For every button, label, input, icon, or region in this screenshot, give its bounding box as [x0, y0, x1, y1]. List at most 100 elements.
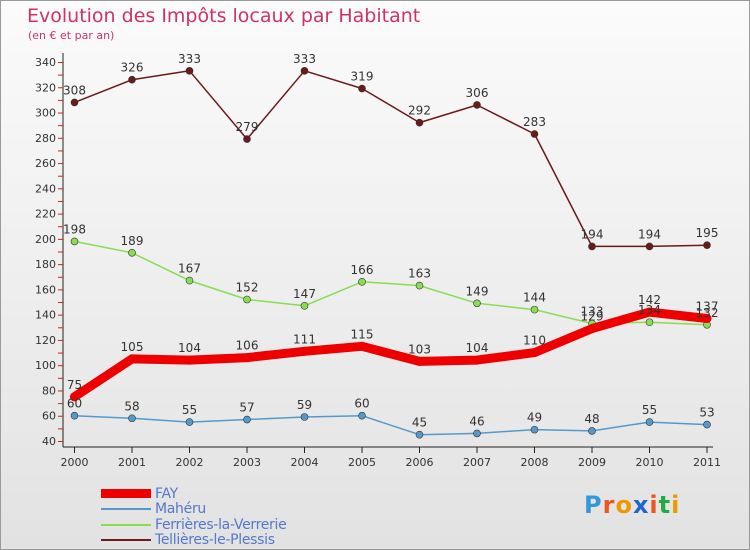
x-tick-label: 2005 — [348, 456, 376, 469]
data-label: 49 — [527, 411, 542, 425]
data-label: 149 — [466, 284, 489, 298]
data-point — [243, 295, 251, 304]
data-label: 195 — [696, 226, 719, 240]
legend-swatch — [101, 508, 151, 511]
data-label: 279 — [236, 120, 259, 134]
data-label: 104 — [466, 341, 489, 355]
data-point — [185, 67, 194, 75]
data-point — [415, 118, 424, 127]
legend-swatch — [101, 523, 151, 526]
data-point — [128, 414, 136, 423]
y-tick-label: 220 — [35, 208, 56, 221]
data-label: 59 — [297, 398, 312, 412]
data-label: 48 — [584, 412, 599, 426]
data-label: 152 — [236, 281, 259, 295]
data-point — [300, 302, 309, 310]
data-point — [242, 353, 252, 363]
data-label: 115 — [351, 327, 374, 341]
series-line — [70, 307, 712, 402]
series-tellieres-le-plessis — [70, 67, 711, 251]
data-point — [243, 135, 251, 143]
data-point — [703, 420, 711, 429]
data-point — [645, 418, 654, 426]
data-label: 137 — [696, 299, 719, 313]
brand-letter: o — [615, 491, 633, 519]
data-label: 194 — [638, 227, 661, 241]
data-point — [588, 427, 596, 435]
series-maheru — [70, 411, 711, 439]
data-point — [415, 356, 424, 366]
data-label: 103 — [408, 342, 431, 356]
data-label: 134 — [638, 303, 661, 317]
y-tick-label: 320 — [35, 81, 56, 94]
data-label: 53 — [699, 406, 714, 420]
chart-subtitle: (en € et par an) — [28, 29, 115, 42]
data-label: 198 — [63, 222, 86, 236]
data-point — [703, 241, 711, 249]
data-label: 333 — [293, 52, 316, 66]
data-point — [587, 324, 597, 334]
data-label: 163 — [408, 267, 431, 281]
data-label: 306 — [466, 86, 489, 100]
data-label: 292 — [408, 104, 431, 118]
data-point — [702, 313, 712, 323]
chart-title: Evolution des Impôts locaux par Habitant — [27, 5, 421, 27]
data-label: 308 — [63, 83, 86, 97]
data-label: 133 — [581, 305, 604, 319]
y-tick-label: 80 — [42, 384, 56, 397]
x-tick-label: 2001 — [118, 456, 146, 469]
data-point — [530, 130, 539, 138]
data-label: 142 — [638, 293, 661, 307]
data-label: 55 — [182, 403, 197, 417]
legend-label: Ferrières-la-Verrerie — [155, 516, 287, 533]
brand-letter: i — [649, 491, 659, 519]
brand-letter: i — [671, 491, 681, 519]
legend: FAY Mahéru Ferrières-la-Verrerie Tellières-… — [101, 486, 287, 549]
y-tick-label: 180 — [35, 258, 56, 271]
legend-item-fay: FAY — [101, 486, 286, 502]
data-point — [128, 248, 136, 257]
brand-logo: Proxiti — [584, 491, 680, 519]
data-label: 326 — [121, 61, 144, 75]
data-point — [70, 98, 79, 107]
data-label: 319 — [351, 70, 374, 84]
data-point — [358, 278, 366, 286]
y-tick-label: 240 — [35, 182, 56, 195]
data-point — [300, 67, 309, 75]
legend-item-tellieres-le-plessis: Tellières-le-Plessis — [101, 532, 286, 549]
data-label: 106 — [236, 339, 259, 353]
data-point — [415, 430, 424, 439]
legend-label: Mahéru — [155, 501, 206, 518]
data-point — [128, 75, 136, 84]
legend-swatch — [101, 489, 151, 499]
y-tick-label: 140 — [35, 309, 56, 322]
legend-item-ferrieres-la-verrerie: Ferrières-la-Verrerie — [101, 516, 287, 533]
data-label: 144 — [523, 291, 546, 305]
data-point — [530, 348, 539, 358]
data-point — [185, 276, 194, 285]
data-point — [185, 355, 194, 365]
y-tick-label: 40 — [42, 435, 56, 448]
series-ferrieres-la-verrerie — [70, 237, 711, 329]
y-tick-label: 120 — [35, 334, 56, 347]
x-tick-label: 2004 — [291, 456, 319, 469]
data-label: 75 — [67, 378, 82, 392]
x-tick-label: 2009 — [578, 456, 606, 469]
x-tick-label: 2007 — [463, 456, 491, 469]
data-point — [645, 242, 654, 251]
legend-item-maheru: Mahéru — [101, 501, 286, 518]
data-label: 46 — [469, 414, 484, 428]
legend-label: Tellières-le-Plessis — [155, 532, 275, 549]
series-line — [73, 240, 708, 326]
data-point — [645, 307, 654, 317]
y-tick-label: 280 — [35, 132, 56, 145]
brand-letter: r — [602, 491, 616, 519]
data-point — [645, 318, 654, 327]
data-label: 105 — [121, 340, 144, 354]
brand-letter: x — [632, 491, 650, 519]
y-tick-label: 100 — [35, 359, 56, 372]
data-point — [530, 305, 539, 314]
data-label: 111 — [293, 332, 316, 346]
data-label: 55 — [642, 403, 657, 417]
